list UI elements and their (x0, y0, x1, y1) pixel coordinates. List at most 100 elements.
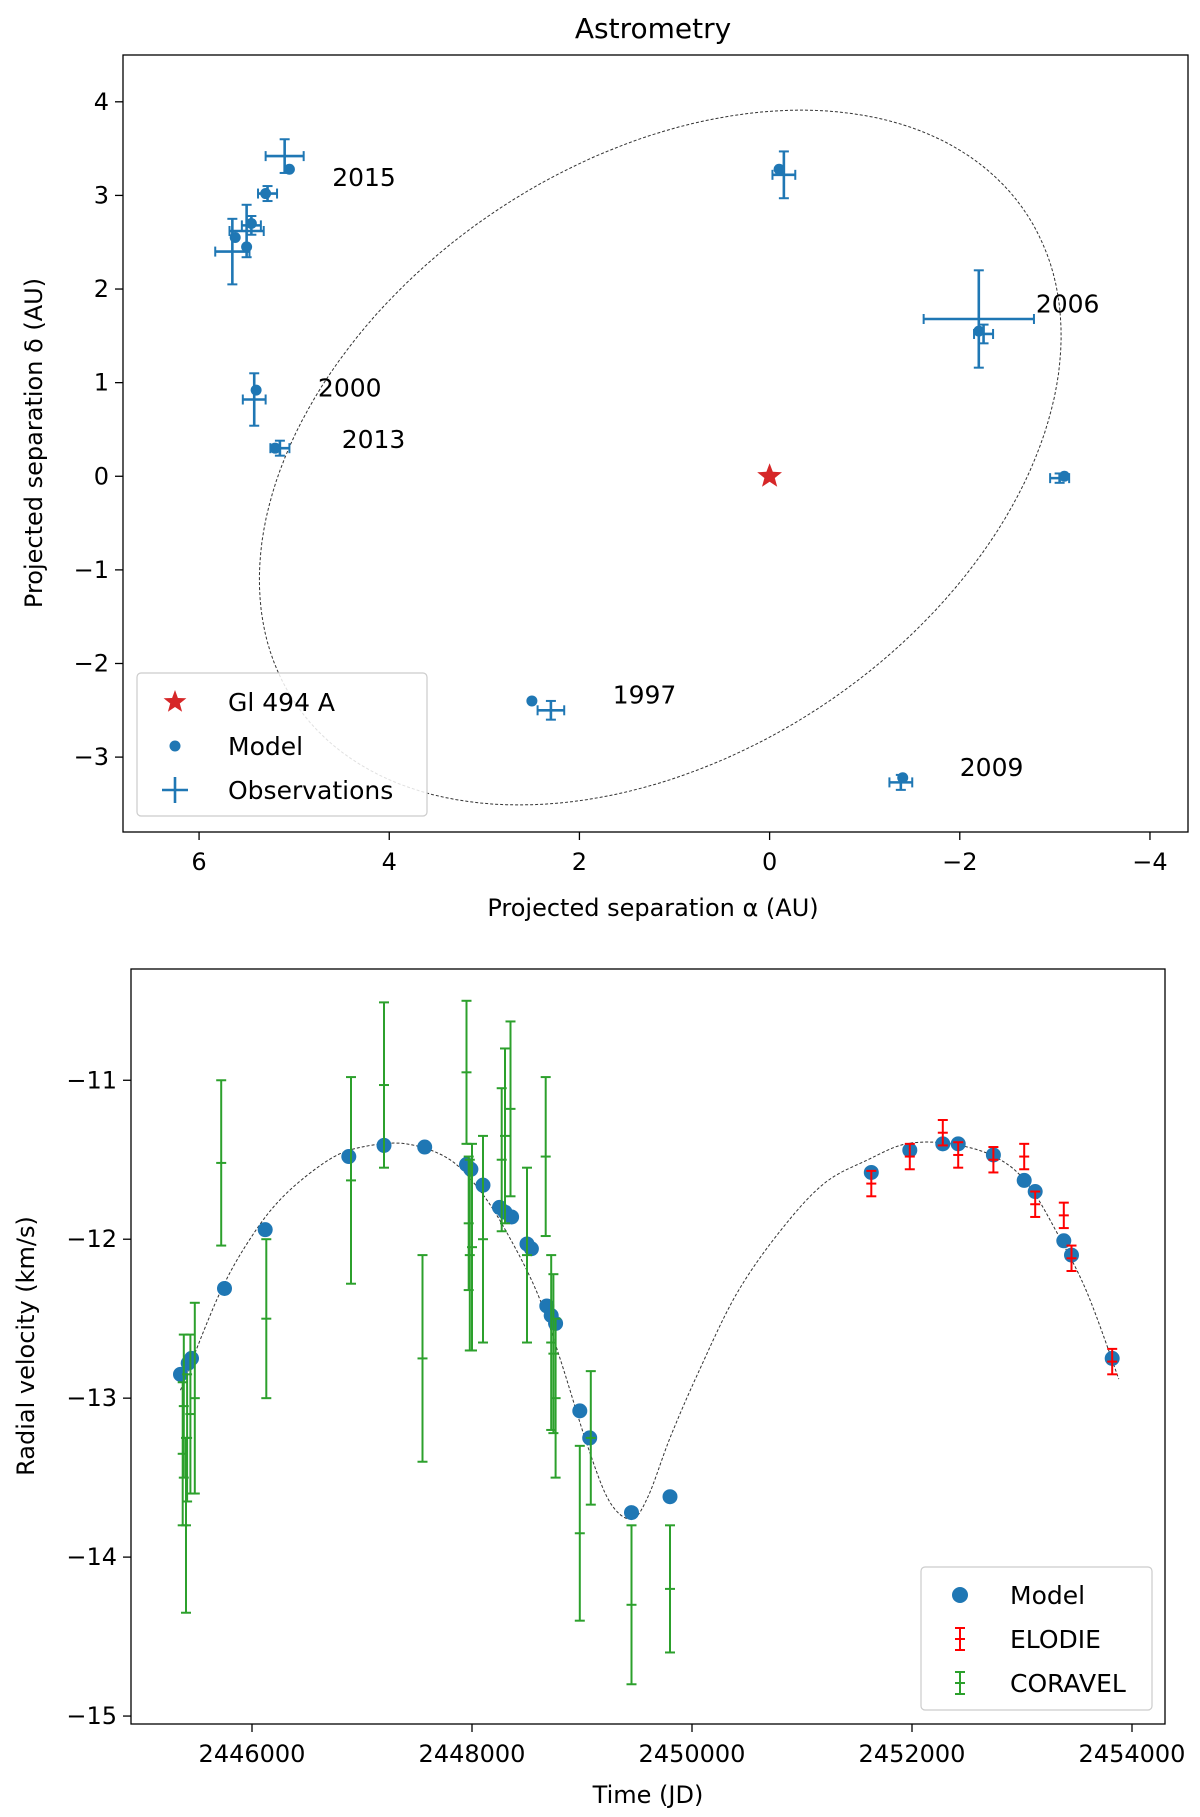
rv-model-point (417, 1139, 433, 1155)
y-tick-label: −13 (66, 1384, 117, 1412)
coravel-point (464, 1158, 475, 1352)
legend-label-observations: Observations (228, 776, 393, 805)
coravel-point (665, 1524, 675, 1654)
coravel-point (417, 1254, 428, 1463)
rv-model-point (463, 1161, 479, 1177)
rv-model-point (257, 1222, 273, 1238)
rv-model-point (624, 1505, 639, 1521)
y-tick-label: 1 (94, 369, 109, 397)
year-annotation: 2013 (342, 425, 406, 454)
model-point (973, 325, 985, 337)
astrometry-x-axis-label: Projected separation α (AU) (487, 894, 818, 922)
legend-rv-dot-icon (952, 1587, 968, 1603)
astrometry-legend: Gl 494 A Model Observations (136, 672, 428, 817)
astrometry-y-axis-label: Projected separation δ (AU) (20, 278, 48, 608)
legend-dot-icon (169, 740, 181, 752)
legend-label-coravel: CORAVEL (1010, 1669, 1126, 1698)
x-tick-label: 6 (191, 848, 206, 876)
elodie-point (1019, 1142, 1030, 1171)
x-tick-label: 2448000 (419, 1740, 526, 1768)
legend-label-rv-model: Model (1010, 1581, 1085, 1610)
elodie-point (937, 1119, 948, 1147)
x-tick-label: −2 (942, 848, 977, 876)
y-tick-label: −2 (74, 649, 109, 677)
coravel-point (585, 1370, 596, 1506)
elodie-point (1030, 1190, 1041, 1218)
rv-model-point (1016, 1172, 1032, 1188)
rv-model-point (217, 1280, 232, 1296)
model-point (241, 241, 253, 253)
observation-point (771, 150, 797, 200)
legend-label-elodie: ELODIE (1010, 1625, 1101, 1654)
x-tick-label: −4 (1132, 848, 1167, 876)
rv-model-point (572, 1403, 588, 1419)
observation-point (241, 372, 267, 427)
astrometry-legend-box (136, 672, 428, 817)
observation-point (973, 323, 995, 345)
y-tick-label: 0 (94, 462, 109, 490)
coravel-point (467, 1142, 477, 1352)
rv-y-axis-label: Radial velocity (km/s) (12, 1216, 40, 1476)
legend-label-gl494a: Gl 494 A (228, 688, 335, 717)
y-tick-label: −3 (74, 743, 109, 771)
year-annotation: 2006 (1036, 289, 1100, 318)
rv-model-point (504, 1209, 520, 1225)
x-tick-label: 2 (572, 848, 587, 876)
x-tick-label: 2446000 (199, 1740, 306, 1768)
y-tick-label: −11 (66, 1066, 117, 1094)
astrometry-plot-frame (122, 54, 1189, 833)
rv-legend-box (920, 1566, 1153, 1711)
x-tick-label: 2454000 (1079, 1740, 1186, 1768)
model-point (250, 384, 262, 396)
model-point (269, 442, 281, 454)
elodie-point (1058, 1201, 1069, 1230)
y-tick-label: −15 (66, 1702, 117, 1730)
x-tick-label: 4 (382, 848, 397, 876)
coravel-point (189, 1301, 200, 1495)
model-point (1058, 470, 1070, 482)
coravel-point (216, 1079, 227, 1247)
coravel-point (500, 1047, 510, 1225)
model-point (283, 163, 295, 175)
coravel-point (496, 1087, 507, 1233)
model-point (526, 695, 538, 707)
y-tick-label: −12 (66, 1225, 117, 1253)
observation-point (922, 269, 1035, 369)
observation-point (228, 203, 265, 259)
radial-velocity-panel: 2446000 2448000 2450000 2452000 2454000 −15 −1… (12, 968, 1186, 1809)
rv-model-point (662, 1489, 678, 1505)
coravel-point (461, 999, 472, 1145)
year-annotation: 2009 (960, 753, 1024, 782)
elodie-point (1066, 1244, 1077, 1272)
year-annotation: 2000 (318, 374, 382, 403)
model-point (229, 232, 241, 244)
elodie-point (988, 1146, 999, 1174)
rv-model-point (1056, 1233, 1072, 1249)
coravel-point (574, 1444, 585, 1622)
y-tick-label: −14 (66, 1543, 117, 1571)
year-annotation: 1997 (613, 681, 677, 710)
orbit-curve (258, 109, 1062, 806)
model-point (773, 163, 785, 175)
coravel-point (261, 1238, 272, 1400)
coravel-point (548, 1273, 559, 1435)
rv-model-point (341, 1149, 357, 1165)
model-point (260, 188, 272, 200)
elodie-point (953, 1141, 964, 1169)
x-tick-label: 0 (762, 848, 777, 876)
rv-plot-frame (130, 968, 1166, 1725)
coravel-point (540, 1076, 551, 1238)
observation-point (536, 699, 566, 721)
rv-model-point (184, 1350, 199, 1366)
y-tick-label: −1 (74, 556, 109, 584)
coravel-point (550, 1317, 561, 1479)
y-tick-label: 4 (94, 88, 109, 116)
x-tick-label: 2452000 (859, 1740, 966, 1768)
coravel-point (522, 1166, 532, 1344)
rv-x-axis-label: Time (JD) (592, 1781, 704, 1809)
coravel-point (626, 1524, 637, 1686)
coravel-point (346, 1076, 356, 1285)
coravel-point (478, 1134, 488, 1344)
